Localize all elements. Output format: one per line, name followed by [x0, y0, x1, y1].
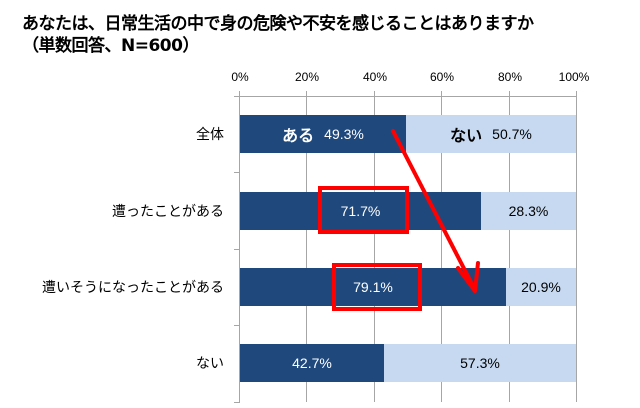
bar-segment-yes: ある 49.3% [240, 115, 406, 153]
chart-title: あなたは、日常生活の中で身の危険や不安を感じることはありますか （単数回答、N=… [22, 13, 534, 57]
gridline [509, 96, 510, 402]
y-axis-tick [234, 96, 239, 97]
highlight-box [332, 263, 422, 311]
category-label: ない [196, 356, 224, 372]
x-axis-tick [374, 91, 375, 96]
data-label: 42.7% [292, 355, 332, 371]
x-tick-label: 40% [362, 70, 388, 84]
bar-segment-yes: 42.7% [240, 344, 384, 382]
gridline [441, 96, 442, 402]
y-axis-tick [234, 402, 239, 403]
chart-title-line2: （単数回答、N=600） [22, 36, 199, 56]
data-label: 79.1% [353, 279, 393, 295]
y-axis-tick [234, 172, 239, 173]
gridline [306, 96, 307, 402]
bar-segment-no: 28.3% [481, 192, 576, 230]
data-label: 20.9% [521, 279, 561, 295]
x-axis-tick [441, 91, 442, 96]
bar-segment-no: 57.3% [384, 344, 576, 382]
highlight-box [318, 186, 409, 234]
chart-title-line1: あなたは、日常生活の中で身の危険や不安を感じることはありますか [22, 14, 534, 34]
bar-segment-yes: 71.7% [240, 192, 481, 230]
x-axis-tick [576, 91, 577, 96]
x-tick-label: 0% [231, 70, 249, 84]
x-axis-tick [509, 91, 510, 96]
y-axis-tick [234, 325, 239, 326]
data-label: 71.7% [340, 203, 381, 219]
x-tick-label: 80% [497, 70, 523, 84]
data-label: 50.7% [492, 126, 532, 142]
category-label: 遭いそうになったことがある [42, 280, 224, 296]
x-tick-label: 20% [294, 70, 320, 84]
y-axis-tick [234, 249, 239, 250]
segment-name-yes: ある [282, 126, 315, 145]
category-label: 遭ったことがある [112, 204, 224, 220]
bar-segment-no: 20.9% [506, 268, 576, 306]
y-axis [239, 96, 240, 403]
gridline [374, 96, 375, 402]
x-tick-label: 100% [558, 70, 590, 84]
gridline [576, 96, 577, 402]
data-label: 57.3% [460, 355, 500, 371]
x-axis-tick [306, 91, 307, 96]
data-label: 49.3% [324, 126, 364, 142]
x-axis [239, 96, 577, 97]
bar-segment-no: ない 50.7% [406, 115, 576, 153]
x-axis-tick [239, 91, 240, 96]
x-tick-label: 60% [429, 70, 455, 84]
data-label: 28.3% [508, 203, 549, 219]
category-label: 全体 [196, 127, 224, 143]
segment-name-no: ない [450, 126, 483, 145]
